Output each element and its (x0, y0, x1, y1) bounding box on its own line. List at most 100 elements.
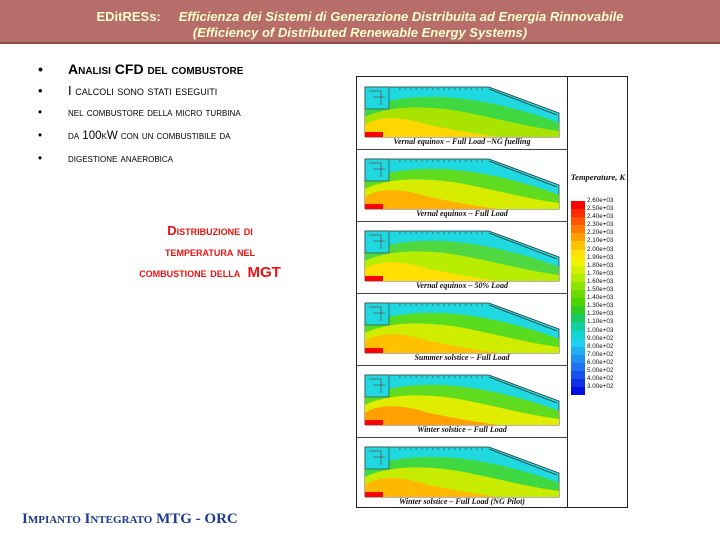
bullet-item: • I calcoli sono stati eseguiti (38, 82, 358, 104)
cfd-panel: Winter solstice – Full Load (NG Pilot) (359, 439, 565, 511)
bullet-dot-icon: • (38, 130, 43, 142)
legend-label: 1.80e+03 (587, 261, 614, 269)
caption-line-2: temperatura nel (165, 244, 255, 259)
flame-core (365, 276, 383, 281)
inlet-block (364, 158, 390, 182)
legend-labels: 2.60e+03 2.50e+03 2.40e+03 2.30e+03 2.20e+03… (587, 197, 613, 391)
flame-core (365, 348, 383, 353)
inlet-block (364, 86, 390, 110)
flame-core (365, 132, 383, 137)
header-title-italian: Efficienza dei Sistemi di Generazione Di… (178, 9, 624, 24)
temperature-legend: Temperature, K 2.60e+03 2.50e+03 2.40e+03 2… (568, 76, 628, 508)
legend-label: 9.00e+02 (587, 334, 614, 342)
panel-caption: Summer solstice – Full Load (414, 353, 510, 362)
legend-label: 1.50e+03 (587, 286, 614, 294)
temperature-contour-plot (364, 158, 560, 210)
legend-swatch (571, 370, 585, 380)
hot-zone (365, 190, 499, 209)
legend-label: 2.20e+03 (587, 229, 614, 237)
swirler-lines (369, 162, 385, 177)
legend-swatch (571, 298, 585, 307)
legend-swatch (571, 362, 585, 371)
hot-zone (365, 262, 499, 281)
legend-swatch (571, 249, 585, 258)
legend-swatch (571, 387, 585, 396)
bullet-item: • Analisi CFD del combustore (38, 60, 358, 82)
bullet-item: • nel combustore della micro turbina (38, 104, 358, 127)
panel-divider (357, 149, 567, 150)
legend-label: 2.30e+03 (587, 221, 614, 229)
legend-label: 2.00e+03 (587, 245, 614, 253)
panel-caption: Vernal equinox – 50% Load (415, 281, 508, 290)
temperature-contour-plot (364, 230, 560, 282)
header-title-line: EDitRESs: Efficienza dei Sistemi di Gener… (0, 9, 720, 24)
temperature-contour-plot (364, 446, 560, 498)
bullet-item: • digestione anaerobica (38, 150, 358, 173)
legend-swatch (571, 233, 585, 242)
temperature-contour-plot (364, 302, 560, 354)
hot-zone (365, 406, 499, 425)
panel-divider (357, 221, 567, 222)
legend-label: 1.70e+03 (587, 269, 614, 277)
bullet-dot-icon: • (38, 61, 43, 77)
liner-wall (488, 232, 558, 260)
temperature-contour-plot (364, 86, 560, 138)
bullet-text: digestione anaerobica (68, 153, 173, 165)
caption-line-3: combustione della MGT (110, 262, 310, 283)
flame-core (365, 420, 383, 425)
legend-label: 3.00e+02 (587, 383, 614, 391)
inlet-block (364, 446, 390, 470)
legend-label: 1.30e+03 (587, 302, 614, 310)
legend-swatch (571, 379, 585, 388)
cfd-panel: Vernal equinox – Full Load –NG fuelling (359, 79, 565, 151)
liner-wall (488, 88, 558, 116)
liner-wall (488, 160, 558, 188)
legend-swatch (571, 217, 585, 226)
swirler-lines (369, 306, 385, 321)
liner-wall (488, 376, 558, 404)
hot-zone (365, 478, 499, 497)
legend-swatch (571, 338, 585, 347)
project-brand: EDitRESs: (96, 9, 161, 24)
legend-label: 2.40e+03 (587, 213, 614, 221)
legend-colorbar (571, 201, 585, 396)
temperature-contour-plot (364, 374, 560, 426)
legend-label: 5.00e+02 (587, 366, 614, 374)
panel-divider (357, 365, 567, 366)
header-title-english: (Efficiency of Distributed Renewable Ene… (192, 25, 528, 40)
cfd-panel: Vernal equinox – 50% Load (359, 223, 565, 295)
swirler-lines (369, 90, 385, 105)
legend-swatch (571, 201, 585, 210)
liner-wall (488, 448, 558, 476)
bullet-text: Analisi CFD del combustore (68, 61, 244, 77)
header-banner: EDitRESs: Efficienza dei Sistemi di Gener… (0, 0, 720, 44)
panel-divider (357, 293, 567, 294)
legend-label: 2.10e+03 (587, 237, 614, 245)
legend-label: 2.50e+03 (587, 205, 614, 213)
inlet-block (364, 374, 390, 398)
cfd-panel: Summer solstice – Full Load (359, 295, 565, 367)
bullet-text: da 100kW con un combustibile da (68, 130, 231, 142)
bullet-dot-icon: • (38, 153, 43, 165)
legend-label: 1.60e+03 (587, 277, 614, 285)
panel-caption: Winter solstice – Full Load (417, 425, 507, 434)
cfd-panel: Winter solstice – Full Load (359, 367, 565, 439)
legend-label: 1.00e+03 (587, 326, 614, 334)
legend-swatch (571, 265, 585, 274)
flame-core (365, 204, 383, 209)
figure-caption: Distribuzione di temperatura nel combust… (110, 220, 310, 283)
legend-label: 4.00e+02 (587, 375, 614, 383)
legend-swatch (571, 209, 585, 218)
bullet-item: • da 100kW con un combustibile da (38, 127, 358, 150)
panel-divider (357, 437, 567, 438)
liner-wall (488, 304, 558, 332)
legend-swatch (571, 306, 585, 315)
bullet-list: • Analisi CFD del combustore • I calcoli s… (38, 60, 358, 173)
swirler-lines (369, 234, 385, 249)
caption-line-3-text: combustione della (139, 265, 241, 280)
cfd-panel: Vernal equinox – Full Load (359, 151, 565, 223)
panel-caption: Vernal equinox – Full Load (416, 209, 508, 218)
bullet-dot-icon: • (38, 107, 43, 119)
legend-swatch (571, 225, 585, 234)
caption-mgt: MGT (247, 264, 281, 281)
